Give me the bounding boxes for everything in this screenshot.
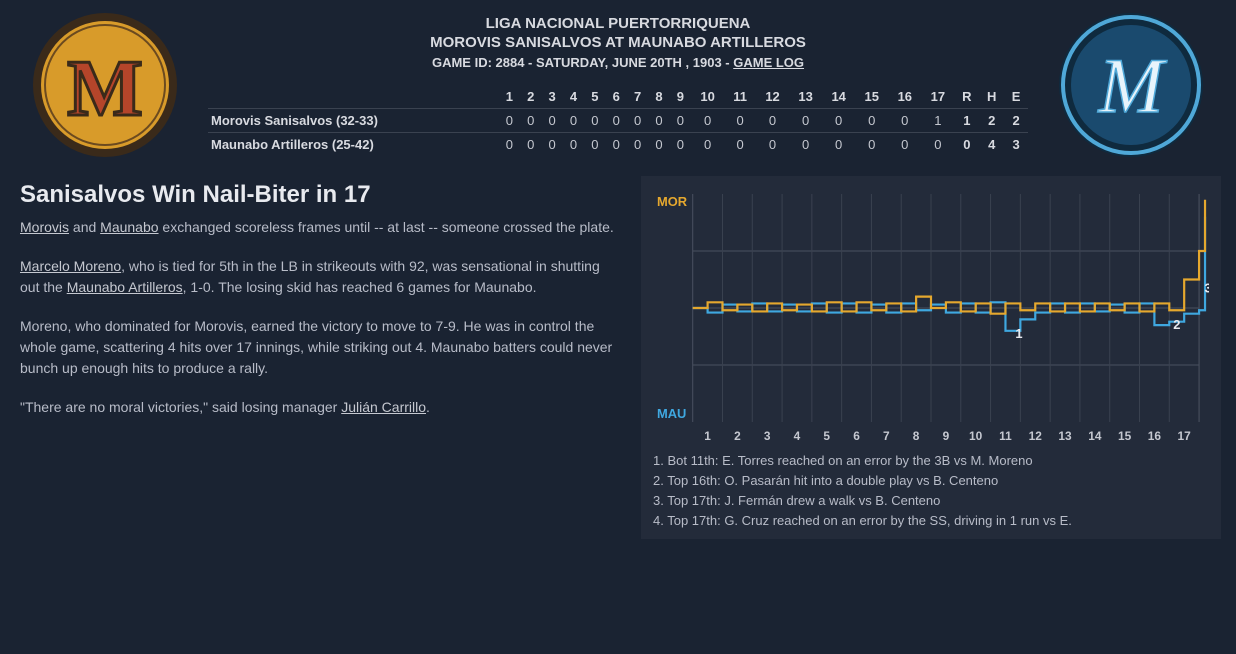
linescore-row: Maunabo Artilleros (25-42)00000000000000… [208,133,1028,157]
svg-text:14: 14 [1088,429,1102,443]
article-paragraph: Marcelo Moreno, who is tied for 5th in t… [20,256,621,298]
svg-text:2: 2 [1173,317,1180,332]
article-paragraph: Moreno, who dominated for Morovis, earne… [20,316,621,379]
svg-text:8: 8 [913,429,920,443]
svg-text:M: M [67,45,143,133]
chart-event: 4. Top 17th: G. Cruz reached on an error… [653,512,1209,531]
article-paragraph: "There are no moral victories," said los… [20,397,621,418]
link-maunabo-artilleros[interactable]: Maunabo Artilleros [67,279,183,295]
svg-text:MOR: MOR [657,194,688,209]
svg-text:7: 7 [883,429,890,443]
svg-text:17: 17 [1178,429,1192,443]
chart-event: 2. Top 16th: O. Pasarán hit into a doubl… [653,472,1209,491]
win-probability-chart: MORMAU12345678910111213141516171234 [653,186,1209,446]
article-headline: Sanisalvos Win Nail-Biter in 17 [20,181,621,209]
svg-text:5: 5 [823,429,830,443]
linescore-table: 1234567891011121314151617RHE Morovis San… [208,85,1028,156]
win-probability-panel: MORMAU12345678910111213141516171234 1. B… [641,176,1221,539]
svg-text:15: 15 [1118,429,1132,443]
chart-events-list: 1. Bot 11th: E. Torres reached on an err… [653,452,1209,530]
svg-text:16: 16 [1148,429,1162,443]
link-maunabo[interactable]: Maunabo [100,219,158,235]
chart-event: 1. Bot 11th: E. Torres reached on an err… [653,452,1209,471]
svg-text:1: 1 [704,429,711,443]
svg-text:12: 12 [1029,429,1043,443]
svg-text:9: 9 [943,429,950,443]
svg-text:1: 1 [1015,326,1022,341]
game-id-date: GAME ID: 2884 - SATURDAY, JUNE 20TH , 19… [432,55,733,70]
svg-text:6: 6 [853,429,860,443]
link-morovis[interactable]: Morovis [20,219,69,235]
chart-event: 3. Top 17th: J. Fermán drew a walk vs B.… [653,492,1209,511]
svg-text:3: 3 [764,429,771,443]
link-marcelo-moreno[interactable]: Marcelo Moreno [20,258,121,274]
svg-text:4: 4 [794,429,801,443]
matchup-title: MOROVIS SANISALVOS AT MAUNABO ARTILLEROS [0,34,1236,51]
linescore-row: Morovis Sanisalvos (32-33)00000000000000… [208,109,1028,133]
game-info-line: GAME ID: 2884 - SATURDAY, JUNE 20TH , 19… [0,55,1236,70]
link-julian-carrillo[interactable]: Julián Carrillo [341,399,426,415]
game-log-link[interactable]: GAME LOG [733,55,804,70]
svg-text:2: 2 [734,429,741,443]
svg-text:11: 11 [999,429,1012,443]
svg-text:M: M [1098,42,1168,129]
game-article: Sanisalvos Win Nail-Biter in 17 Morovis … [15,176,621,539]
article-paragraph: Morovis and Maunabo exchanged scoreless … [20,217,621,238]
svg-text:13: 13 [1058,429,1072,443]
home-team-logo: M [1056,10,1206,160]
svg-text:MAU: MAU [657,406,686,421]
svg-text:3: 3 [1205,280,1209,295]
league-name: LIGA NACIONAL PUERTORRIQUENA [0,15,1236,32]
away-team-logo: M [30,10,180,160]
game-header: LIGA NACIONAL PUERTORRIQUENA MOROVIS SAN… [0,0,1236,70]
svg-text:10: 10 [969,429,983,443]
